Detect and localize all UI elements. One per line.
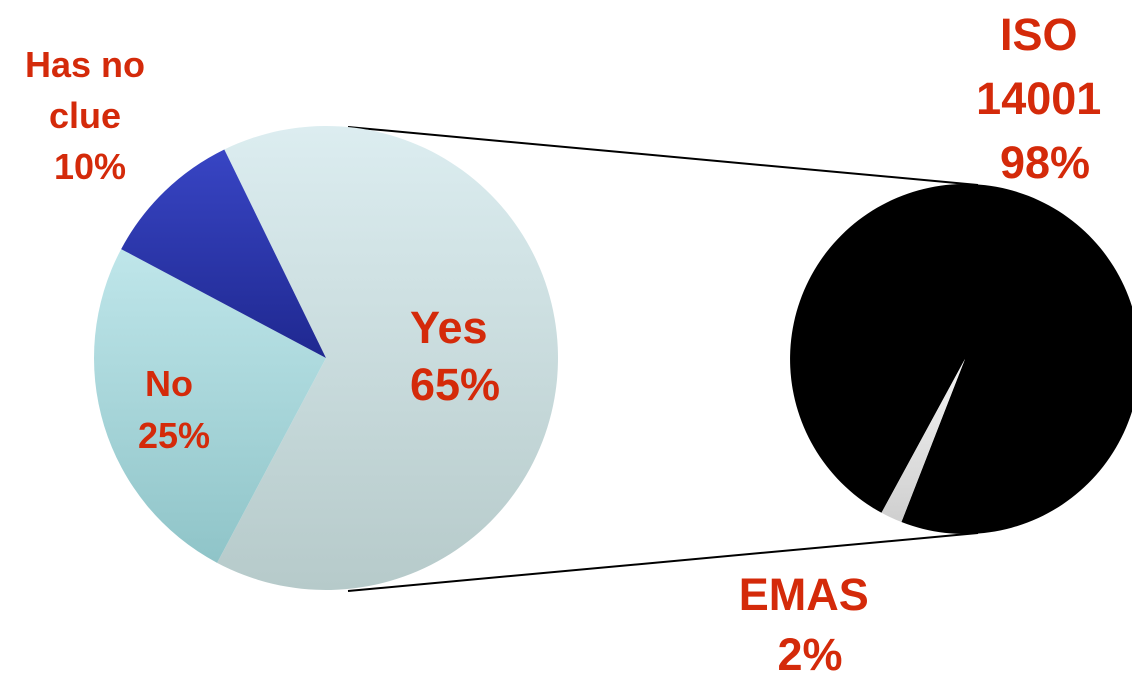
label-has-no-clue: Has no clue 10%: [25, 44, 155, 187]
slice-yes: [217, 125, 559, 590]
label-iso-14001: ISO 14001 98%: [976, 9, 1114, 188]
slice-emas: [881, 359, 965, 523]
main-pie: [94, 125, 559, 590]
secondary-pie: [790, 184, 1132, 535]
slice-has-no-clue: [121, 149, 326, 358]
slice-no: [94, 249, 326, 563]
label-emas: EMAS 2%: [739, 569, 882, 678]
slice-iso-14001: [790, 184, 1132, 535]
label-yes: Yes 65%: [410, 302, 500, 410]
label-no: No 25%: [138, 363, 210, 456]
connector-line-top: [347, 126, 979, 186]
connector-line-bottom: [347, 532, 979, 592]
